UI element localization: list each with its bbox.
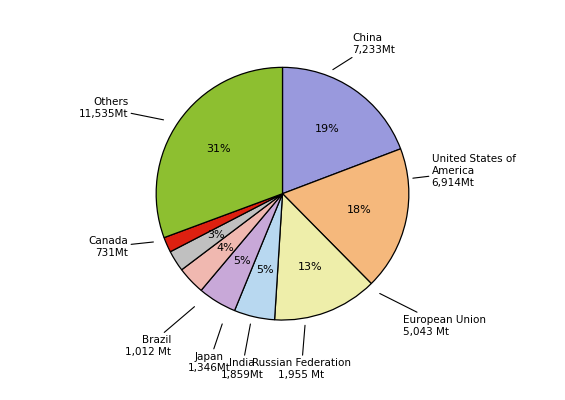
Wedge shape	[282, 149, 409, 284]
Text: 3%: 3%	[207, 230, 225, 240]
Text: India
1,859Mt: India 1,859Mt	[220, 324, 263, 380]
Wedge shape	[275, 194, 371, 320]
Text: Others
11,535Mt: Others 11,535Mt	[79, 97, 163, 120]
Text: Brazil
1,012 Mt: Brazil 1,012 Mt	[125, 307, 194, 357]
Text: Japan
1,346Mt: Japan 1,346Mt	[188, 324, 231, 373]
Text: European Union
5,043 Mt: European Union 5,043 Mt	[380, 294, 485, 336]
Wedge shape	[156, 67, 282, 238]
Text: 5%: 5%	[233, 256, 251, 266]
Wedge shape	[181, 194, 282, 290]
Wedge shape	[234, 194, 282, 320]
Wedge shape	[170, 194, 282, 270]
Text: Russian Federation
1,955 Mt: Russian Federation 1,955 Mt	[252, 325, 351, 380]
Text: 19%: 19%	[315, 124, 340, 134]
Wedge shape	[282, 67, 401, 194]
Text: China
7,233Mt: China 7,233Mt	[333, 33, 395, 70]
Wedge shape	[201, 194, 282, 310]
Text: United States of
America
6,914Mt: United States of America 6,914Mt	[413, 154, 516, 188]
Text: 31%: 31%	[206, 144, 231, 154]
Text: 18%: 18%	[347, 205, 371, 215]
Wedge shape	[164, 194, 282, 252]
Text: 13%: 13%	[298, 262, 322, 272]
Text: Canada
731Mt: Canada 731Mt	[89, 236, 153, 258]
Text: 5%: 5%	[256, 265, 274, 275]
Text: 4%: 4%	[217, 242, 234, 252]
